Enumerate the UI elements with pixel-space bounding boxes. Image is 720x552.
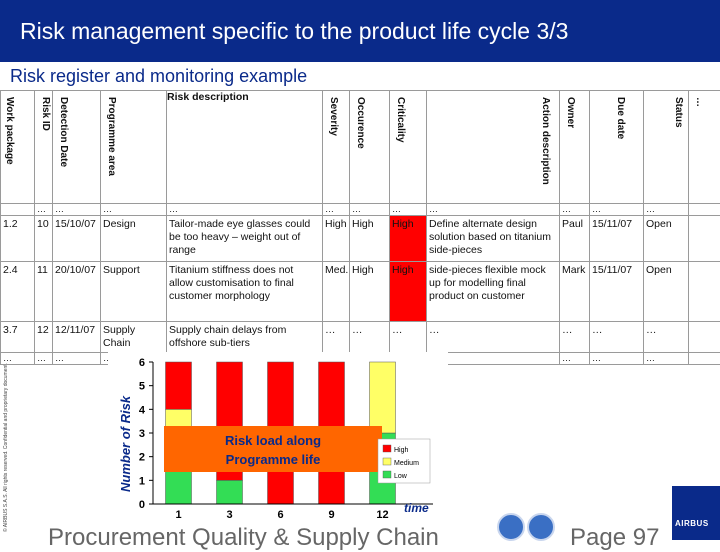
back-icon[interactable] [527,513,555,541]
bar-segment-medium [370,362,396,433]
y-axis-label: Number of Risk [118,395,133,492]
col-header-detection-date: Detection Date [53,91,101,204]
col-header-occurence: Occurence [350,91,390,204]
title-bar: Risk management specific to the product … [0,0,720,62]
legend-label: Medium [394,460,419,467]
legend-label: Low [394,473,408,480]
col-header-severity: Severity [323,91,350,204]
bar-segment-low [217,480,243,504]
legend-label: High [394,447,409,454]
criticality-high-cell: High [390,261,427,321]
y-tick-label: 5 [139,381,145,393]
y-tick-label: 2 [139,452,145,464]
y-tick-label: 3 [139,428,145,440]
col-header-due-date: Due date [590,91,644,204]
page-number: Page 97 [570,524,659,552]
col-header-action-description: Action description [427,91,560,204]
col-header-risk-description: Risk description [167,91,323,204]
table-row: 1.2 10 15/10/07 Design Tailor-made eye g… [1,215,720,261]
col-header-criticality: Criticality [390,91,427,204]
y-tick-label: 1 [139,475,145,487]
confidentiality-notice: © AIRBUS S.A.S. All rights reserved. Con… [3,363,9,532]
x-tick-label: 1 [175,509,181,520]
legend-swatch-high [383,445,391,452]
y-tick-label: 0 [139,499,145,511]
page-title: Risk management specific to the product … [20,18,568,45]
footer-title: Procurement Quality & Supply Chain [48,524,439,552]
x-tick-label: 9 [328,509,334,520]
x-tick-label: 3 [226,509,232,520]
table-header-row: Work package Risk ID Detection Date Prog… [1,91,720,204]
table-row: 2.4 11 20/10/07 Support Titanium stiffne… [1,261,720,321]
col-header-risk-id: Risk ID [35,91,53,204]
legend-swatch-medium [383,458,391,465]
title-rule [0,62,720,65]
risk-register-table: Work package Risk ID Detection Date Prog… [0,90,720,365]
y-tick-label: 6 [139,357,145,369]
criticality-high-cell: High [390,215,427,261]
bar-segment-high [166,362,192,409]
table-row: 3.7 12 12/11/07 Supply Chain Supply chai… [1,321,720,352]
legend-swatch-low [383,471,391,478]
page-subtitle: Risk register and monitoring example [10,66,307,87]
x-axis-label: time [404,501,429,515]
home-icon[interactable] [497,513,525,541]
annotation-text-line2: Programme life [226,452,321,467]
x-tick-label: 12 [376,509,388,520]
col-header-work-package: Work package [1,91,35,204]
x-tick-label: 6 [277,509,283,520]
y-tick-label: 4 [139,404,146,416]
chart-legend: High Medium Low [378,439,430,483]
airbus-logo [672,486,720,540]
table-row: … … … … … … … … … … … [1,204,720,216]
col-header-programme-area: Programme area [101,91,167,204]
airbus-logo-text: AIRBUS [675,519,709,528]
col-header-more: … [689,91,720,204]
annotation-text-line1: Risk load along [225,433,321,448]
col-header-status: Status [644,91,689,204]
col-header-owner: Owner [560,91,590,204]
